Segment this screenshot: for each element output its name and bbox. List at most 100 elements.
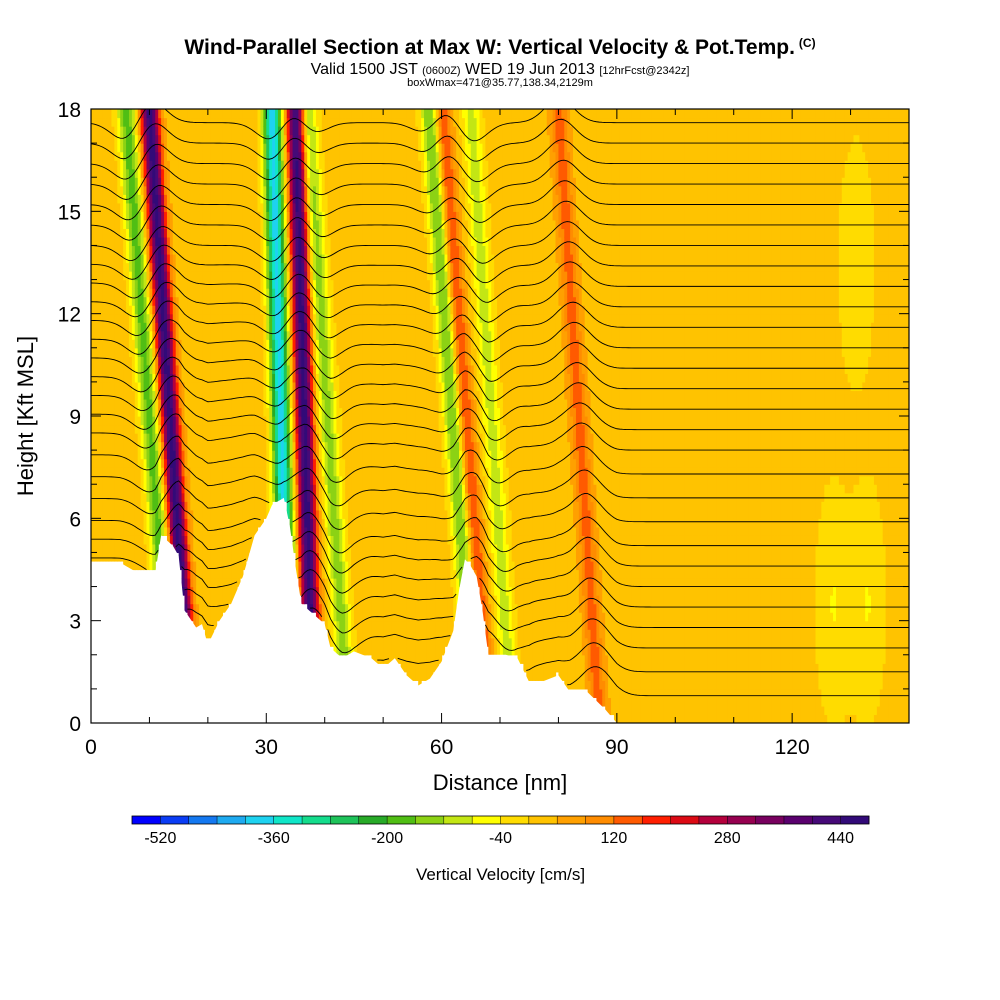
velocity-cell <box>216 134 221 144</box>
velocity-cell <box>213 492 218 502</box>
velocity-cell <box>149 185 153 195</box>
velocity-cell <box>196 620 200 630</box>
velocity-cell <box>263 296 267 306</box>
velocity-cell <box>117 151 121 161</box>
velocity-cell <box>234 586 238 596</box>
velocity-cell <box>114 373 118 383</box>
velocity-cell <box>161 296 165 306</box>
velocity-cell <box>199 288 203 298</box>
velocity-cell <box>245 484 250 494</box>
velocity-cell <box>263 143 267 153</box>
velocity-cell <box>184 450 189 460</box>
velocity-cell <box>184 185 189 195</box>
velocity-cell <box>184 552 189 562</box>
velocity-cell <box>164 109 168 119</box>
velocity-cell <box>131 305 136 315</box>
velocity-cell <box>175 433 180 443</box>
velocity-cell <box>178 433 183 443</box>
velocity-cell <box>228 117 232 127</box>
velocity-cell <box>199 398 203 409</box>
velocity-cell <box>105 373 110 383</box>
velocity-cell <box>134 552 139 562</box>
velocity-cell <box>257 228 262 238</box>
velocity-cell <box>146 339 151 349</box>
velocity-cell <box>237 177 241 187</box>
velocity-cell <box>219 202 224 212</box>
velocity-cell <box>158 245 162 255</box>
velocity-cell <box>254 407 259 417</box>
velocity-cell <box>99 236 104 247</box>
velocity-cell <box>96 143 101 153</box>
velocity-cell <box>184 271 189 281</box>
velocity-cell <box>137 543 142 554</box>
velocity-cell <box>131 236 136 247</box>
velocity-cell <box>210 305 215 315</box>
velocity-cell <box>120 109 124 119</box>
velocity-cell <box>134 416 139 426</box>
velocity-cell <box>219 143 224 153</box>
velocity-cell <box>260 407 264 417</box>
velocity-cell <box>199 322 203 332</box>
velocity-cell <box>254 219 259 229</box>
velocity-cell <box>219 126 224 136</box>
velocity-cell <box>237 313 241 323</box>
velocity-cell <box>219 433 224 443</box>
velocity-cell <box>239 177 244 187</box>
velocity-cell <box>102 262 107 272</box>
velocity-cell <box>149 305 153 315</box>
velocity-cell <box>254 518 259 528</box>
velocity-cell <box>91 185 95 195</box>
velocity-cell <box>204 595 209 605</box>
velocity-cell <box>219 339 224 349</box>
velocity-cell <box>184 407 189 417</box>
velocity-cell <box>248 526 253 536</box>
velocity-cell <box>149 543 153 554</box>
velocity-cell <box>126 526 130 536</box>
velocity-cell <box>213 126 218 136</box>
velocity-cell <box>140 407 145 417</box>
velocity-cell <box>152 151 156 161</box>
velocity-cell <box>91 228 95 238</box>
velocity-cell <box>99 373 104 383</box>
velocity-cell <box>178 526 183 536</box>
velocity-cell <box>196 126 200 136</box>
velocity-cell <box>128 501 133 511</box>
velocity-cell <box>126 219 130 229</box>
velocity-cell <box>128 484 133 494</box>
velocity-cell <box>91 356 95 366</box>
velocity-cell <box>152 117 156 127</box>
velocity-cell <box>158 236 162 247</box>
velocity-cell <box>105 339 110 349</box>
velocity-cell <box>99 185 104 195</box>
velocity-cell <box>213 143 218 153</box>
velocity-cell <box>123 552 127 562</box>
velocity-cell <box>134 288 139 298</box>
velocity-cell <box>248 535 253 545</box>
velocity-cell <box>272 441 276 451</box>
velocity-cell <box>152 356 156 366</box>
velocity-cell <box>199 202 203 212</box>
velocity-cell <box>210 560 215 571</box>
velocity-cell <box>187 441 191 451</box>
velocity-cell <box>254 253 259 264</box>
velocity-cell <box>196 347 200 357</box>
velocity-cell <box>193 518 197 528</box>
velocity-cell <box>140 202 145 212</box>
velocity-cell <box>272 313 276 323</box>
velocity-cell <box>239 526 244 536</box>
velocity-cell <box>242 356 247 366</box>
velocity-cell <box>202 262 206 272</box>
velocity-cell <box>181 578 186 588</box>
velocity-cell <box>126 245 130 255</box>
velocity-cell <box>266 373 270 383</box>
velocity-cell <box>245 219 250 229</box>
velocity-cell <box>213 228 218 238</box>
velocity-cell <box>184 202 189 212</box>
velocity-cell <box>117 228 121 238</box>
velocity-cell <box>146 202 151 212</box>
velocity-cell <box>193 288 197 298</box>
velocity-cell <box>202 424 206 434</box>
velocity-cell <box>111 211 115 221</box>
velocity-cell <box>93 185 98 195</box>
velocity-cell <box>114 407 118 417</box>
